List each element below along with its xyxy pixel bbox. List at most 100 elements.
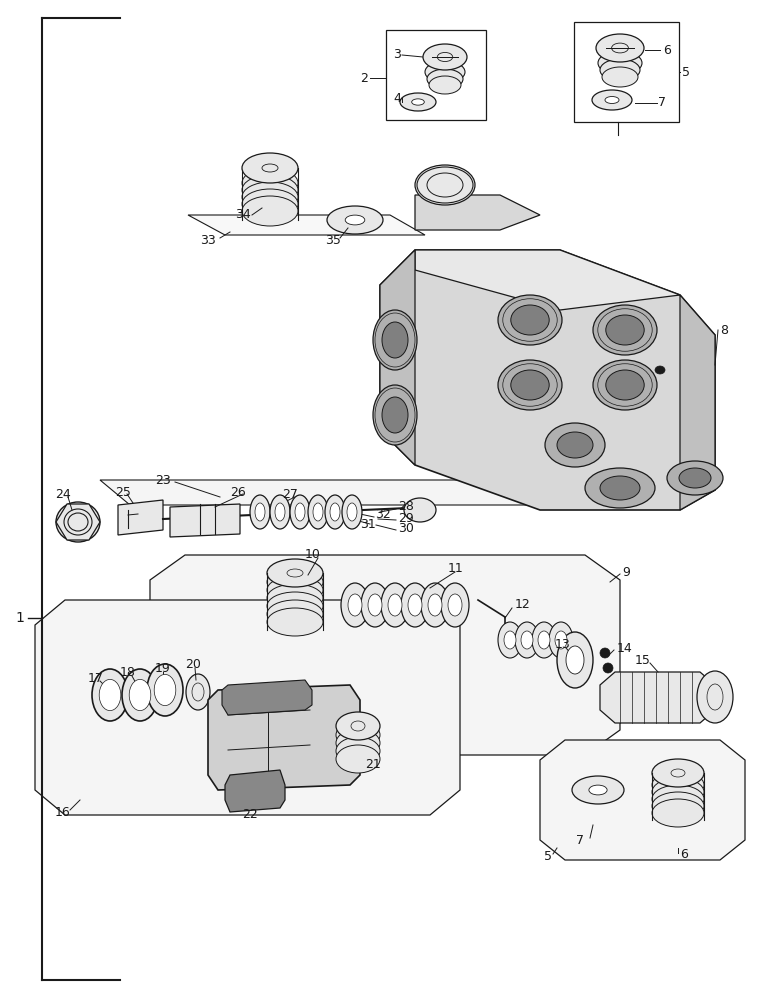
- Ellipse shape: [589, 785, 607, 795]
- Text: 4: 4: [393, 92, 401, 104]
- Ellipse shape: [652, 759, 704, 787]
- Ellipse shape: [428, 594, 442, 616]
- Ellipse shape: [596, 34, 644, 62]
- Bar: [386, 30, 486, 120]
- Ellipse shape: [592, 90, 632, 110]
- Ellipse shape: [679, 468, 711, 488]
- Ellipse shape: [381, 583, 409, 627]
- Polygon shape: [380, 250, 715, 510]
- Text: 16: 16: [55, 806, 71, 818]
- Ellipse shape: [336, 721, 380, 749]
- Ellipse shape: [437, 52, 453, 62]
- Text: 29: 29: [398, 512, 414, 524]
- Ellipse shape: [336, 729, 380, 757]
- Ellipse shape: [532, 622, 556, 658]
- Ellipse shape: [267, 568, 323, 596]
- Ellipse shape: [242, 189, 298, 219]
- Ellipse shape: [382, 397, 408, 433]
- Ellipse shape: [498, 295, 562, 345]
- Polygon shape: [150, 555, 620, 755]
- Polygon shape: [540, 740, 745, 860]
- Text: 14: 14: [617, 642, 633, 654]
- Ellipse shape: [267, 600, 323, 628]
- Ellipse shape: [327, 206, 383, 234]
- Text: 28: 28: [398, 500, 414, 514]
- Ellipse shape: [348, 594, 362, 616]
- Ellipse shape: [441, 583, 469, 627]
- Ellipse shape: [267, 576, 323, 604]
- Ellipse shape: [255, 503, 265, 521]
- Ellipse shape: [593, 360, 657, 410]
- Ellipse shape: [498, 622, 522, 658]
- Text: 5: 5: [544, 850, 552, 862]
- Ellipse shape: [652, 771, 704, 799]
- Ellipse shape: [585, 468, 655, 508]
- Ellipse shape: [99, 679, 121, 711]
- Ellipse shape: [275, 503, 285, 521]
- Ellipse shape: [368, 594, 382, 616]
- Ellipse shape: [154, 674, 176, 706]
- Text: 12: 12: [515, 598, 531, 611]
- Ellipse shape: [667, 461, 723, 495]
- Ellipse shape: [400, 93, 436, 111]
- Polygon shape: [118, 500, 163, 535]
- Ellipse shape: [336, 737, 380, 765]
- Ellipse shape: [415, 165, 475, 205]
- Ellipse shape: [345, 215, 364, 225]
- Ellipse shape: [603, 663, 613, 673]
- Ellipse shape: [313, 503, 323, 521]
- Ellipse shape: [557, 632, 593, 688]
- Ellipse shape: [308, 495, 328, 529]
- Ellipse shape: [373, 310, 417, 370]
- Ellipse shape: [600, 59, 640, 81]
- Ellipse shape: [421, 583, 449, 627]
- Ellipse shape: [511, 305, 549, 335]
- Text: 23: 23: [155, 474, 170, 487]
- Ellipse shape: [242, 175, 298, 205]
- Ellipse shape: [707, 684, 723, 710]
- Ellipse shape: [361, 583, 389, 627]
- Ellipse shape: [242, 182, 298, 212]
- Ellipse shape: [538, 631, 550, 649]
- Polygon shape: [170, 504, 240, 537]
- Polygon shape: [600, 672, 715, 723]
- Ellipse shape: [602, 67, 638, 87]
- Text: 34: 34: [235, 209, 251, 222]
- Text: 7: 7: [658, 97, 666, 109]
- Ellipse shape: [295, 503, 305, 521]
- Text: 20: 20: [185, 658, 201, 672]
- Ellipse shape: [242, 153, 298, 183]
- Ellipse shape: [267, 559, 323, 587]
- Ellipse shape: [600, 648, 610, 658]
- Text: 7: 7: [576, 834, 584, 846]
- Ellipse shape: [671, 769, 685, 777]
- Ellipse shape: [652, 785, 704, 813]
- Ellipse shape: [408, 594, 422, 616]
- Ellipse shape: [515, 622, 539, 658]
- Text: 10: 10: [305, 548, 321, 562]
- Polygon shape: [208, 685, 360, 790]
- Polygon shape: [35, 600, 460, 815]
- Polygon shape: [225, 770, 285, 812]
- Text: 13: 13: [555, 639, 571, 652]
- Ellipse shape: [336, 745, 380, 773]
- Ellipse shape: [412, 99, 424, 105]
- Ellipse shape: [652, 799, 704, 827]
- Text: 22: 22: [242, 808, 257, 822]
- Ellipse shape: [566, 646, 584, 674]
- Text: 2: 2: [360, 72, 368, 85]
- Ellipse shape: [122, 669, 158, 721]
- Ellipse shape: [267, 584, 323, 612]
- Ellipse shape: [347, 503, 357, 521]
- Text: 8: 8: [720, 324, 728, 336]
- Ellipse shape: [262, 164, 278, 172]
- Text: 31: 31: [360, 518, 376, 530]
- Ellipse shape: [427, 173, 463, 197]
- Ellipse shape: [373, 385, 417, 445]
- Polygon shape: [415, 195, 540, 230]
- Ellipse shape: [448, 594, 462, 616]
- Ellipse shape: [598, 51, 642, 75]
- Ellipse shape: [242, 168, 298, 198]
- Ellipse shape: [655, 366, 665, 374]
- Ellipse shape: [697, 671, 733, 723]
